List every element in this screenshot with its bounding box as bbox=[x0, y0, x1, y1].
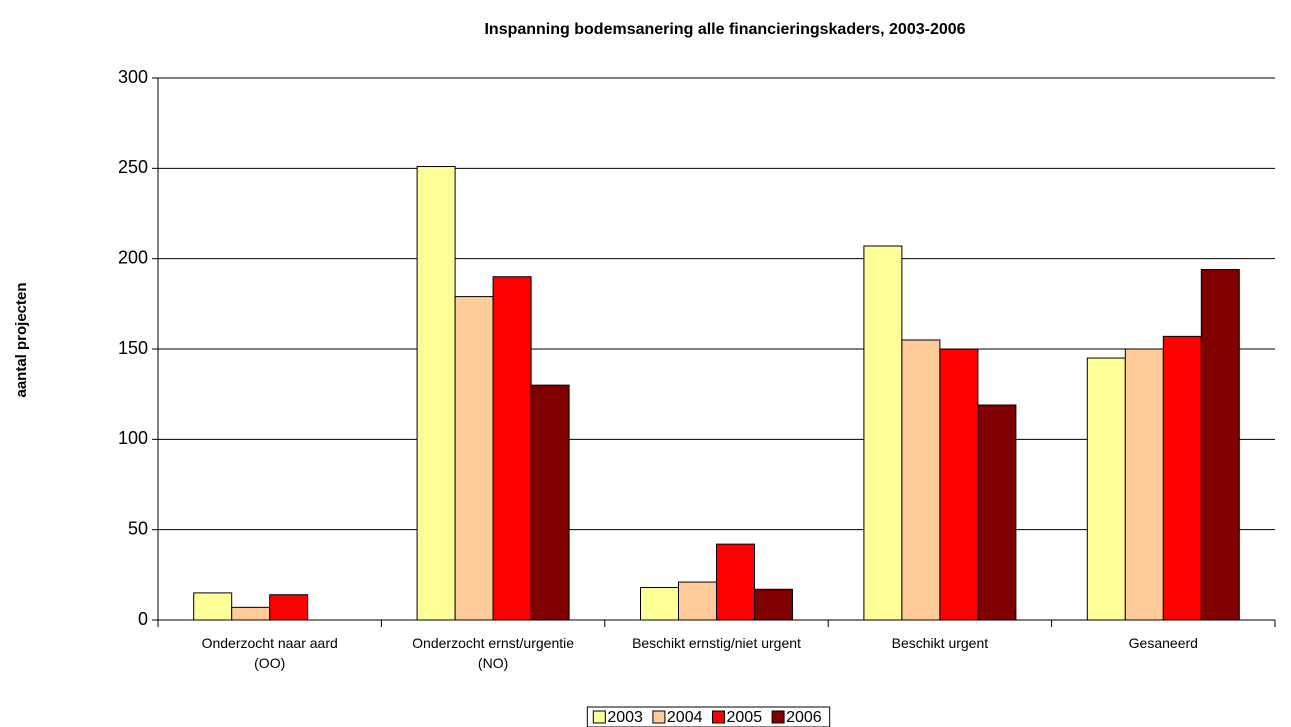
y-tick-label: 250 bbox=[118, 157, 148, 177]
legend-swatch bbox=[712, 710, 725, 724]
bar bbox=[1086, 357, 1126, 621]
bar bbox=[1200, 269, 1240, 621]
legend-label: 2003 bbox=[607, 709, 643, 726]
legend-label: 2005 bbox=[727, 709, 763, 726]
legend-label: 2004 bbox=[667, 709, 703, 726]
legend-label: 2006 bbox=[786, 709, 822, 726]
bar bbox=[678, 581, 717, 621]
bar bbox=[416, 166, 456, 621]
x-tick-label: Beschikt urgent bbox=[892, 635, 989, 651]
y-tick-label: 0 bbox=[138, 609, 148, 629]
legend-swatch bbox=[652, 710, 666, 724]
bar bbox=[754, 588, 793, 621]
bar bbox=[530, 384, 570, 621]
y-tick-label: 150 bbox=[118, 338, 148, 358]
legend: 2003 2004 2005 2006 bbox=[586, 706, 831, 727]
y-tick-label: 300 bbox=[118, 67, 148, 87]
legend-swatch bbox=[592, 710, 606, 724]
bar bbox=[492, 276, 532, 621]
x-tick-label: Onderzocht ernst/urgentie (NO) bbox=[412, 635, 574, 671]
bar bbox=[716, 543, 755, 621]
y-tick-label: 200 bbox=[118, 247, 148, 267]
legend-box bbox=[586, 706, 831, 727]
bar bbox=[640, 586, 679, 621]
y-tick-label: 100 bbox=[118, 428, 148, 448]
y-tick-label: 50 bbox=[128, 518, 148, 538]
y-axis-label: aantal projecten bbox=[13, 282, 30, 397]
bar bbox=[977, 404, 1017, 621]
chart-title: Inspanning bodemsanering alle financieri… bbox=[484, 21, 965, 38]
legend-swatch bbox=[771, 710, 785, 724]
bar bbox=[863, 245, 903, 621]
x-tick-label: Gesaneerd bbox=[1129, 635, 1198, 651]
bar bbox=[901, 339, 941, 621]
bar bbox=[1162, 335, 1202, 621]
bar bbox=[269, 594, 309, 621]
bar bbox=[454, 296, 494, 621]
bar bbox=[193, 592, 233, 621]
bar bbox=[1124, 348, 1164, 621]
bar bbox=[231, 606, 271, 621]
x-tick-label: Onderzocht naar aard (OO) bbox=[202, 635, 338, 671]
bar bbox=[939, 348, 979, 621]
x-tick-label: Beschikt ernstig/niet urgent bbox=[632, 635, 801, 651]
